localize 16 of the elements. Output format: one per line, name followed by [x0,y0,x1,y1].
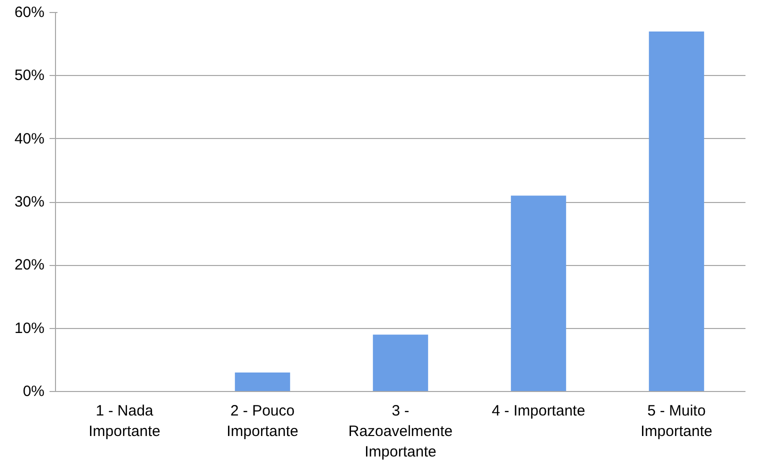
y-tick-label: 50% [14,67,45,84]
x-tick-label: 5 - Muito Importante [640,402,712,440]
y-tick-label: 20% [14,256,45,274]
y-tick-label: 40% [14,130,45,148]
bar [510,196,566,392]
bar [234,372,290,392]
x-tick-label: 4 - Importante [492,402,586,420]
y-tick-label: 60% [14,4,45,21]
y-tick-label: 0% [22,383,45,400]
bar [372,334,428,392]
y-tick-label: 30% [14,194,45,210]
x-tick-label: 1 - Nada Importante [88,402,160,440]
x-tick-label: 2 - Pouco Importante [226,402,298,440]
x-tick-label: 3 - Razoavelmente Importante [348,402,453,460]
y-tick-label: 10% [14,320,45,337]
bar [648,31,704,392]
